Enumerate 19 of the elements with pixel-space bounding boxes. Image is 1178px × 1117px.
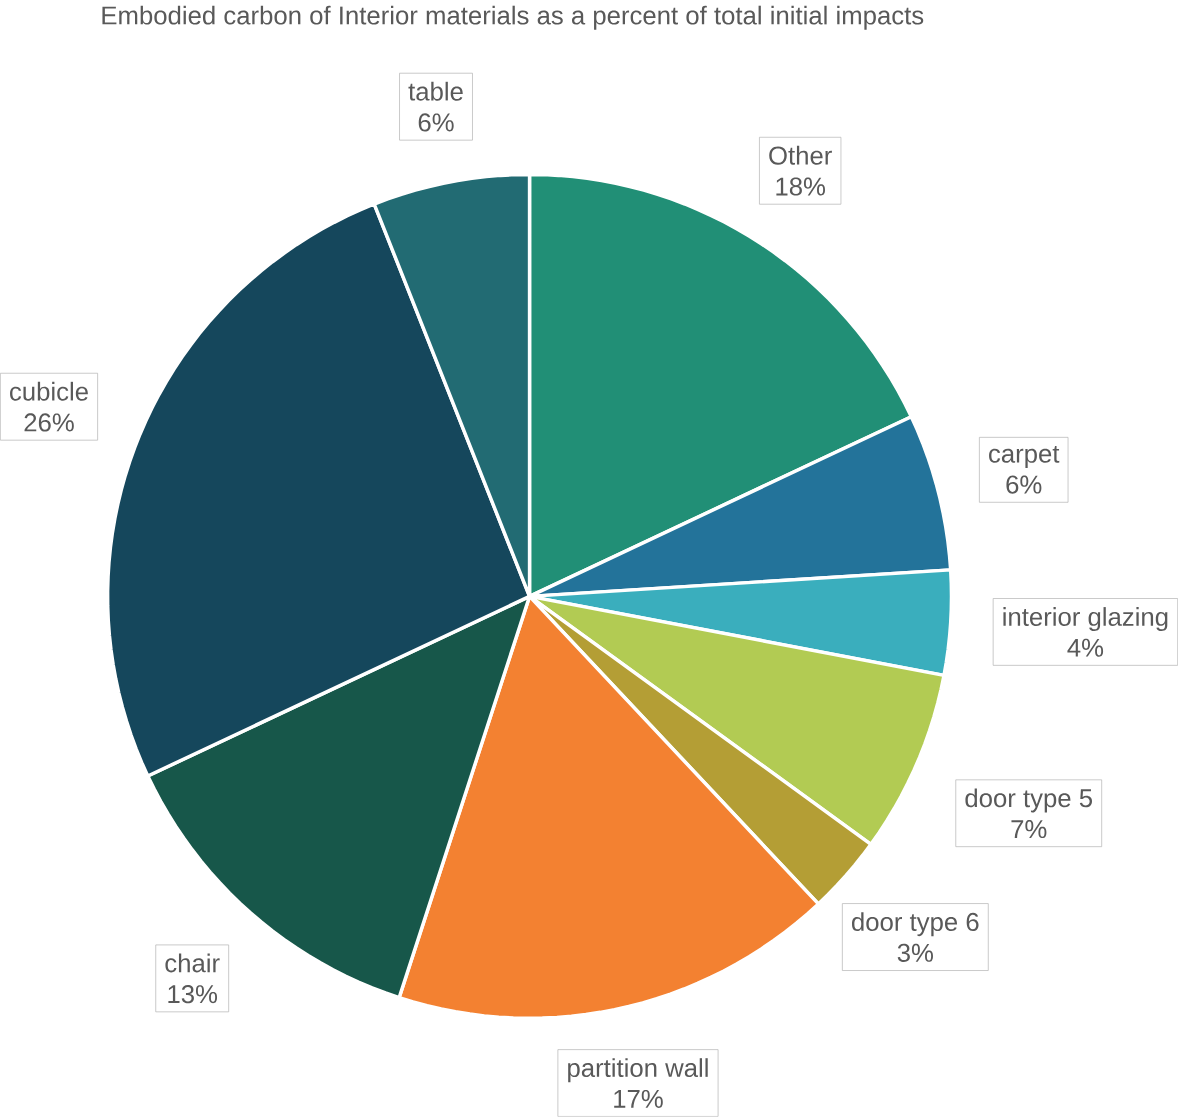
slice-label: chair [165,953,220,973]
slice-label: table [408,81,463,101]
data-label: 26% [24,413,74,432]
data-label: 6% [1006,475,1042,494]
data-label: 7% [1011,820,1047,839]
data-label: 4% [1067,638,1104,657]
slice-label: door type 5 [965,788,1093,813]
slice-label: carpet [989,446,1060,468]
slice-label: door type 6 [852,912,979,937]
data-label: 6% [418,113,454,132]
slice-label: partition wall [568,1058,708,1083]
slice-label: interior glazing [1003,607,1168,632]
slice-label: Other [769,145,832,165]
data-label: 17% [614,1089,663,1108]
slice-label: cubicle [10,381,88,401]
chart-title: Embodied carbon of Interior materials as a percent of total initial impacts [102,5,924,30]
data-label: 18% [776,177,825,196]
data-label: 13% [168,985,218,1004]
data-label: 3% [897,943,933,963]
